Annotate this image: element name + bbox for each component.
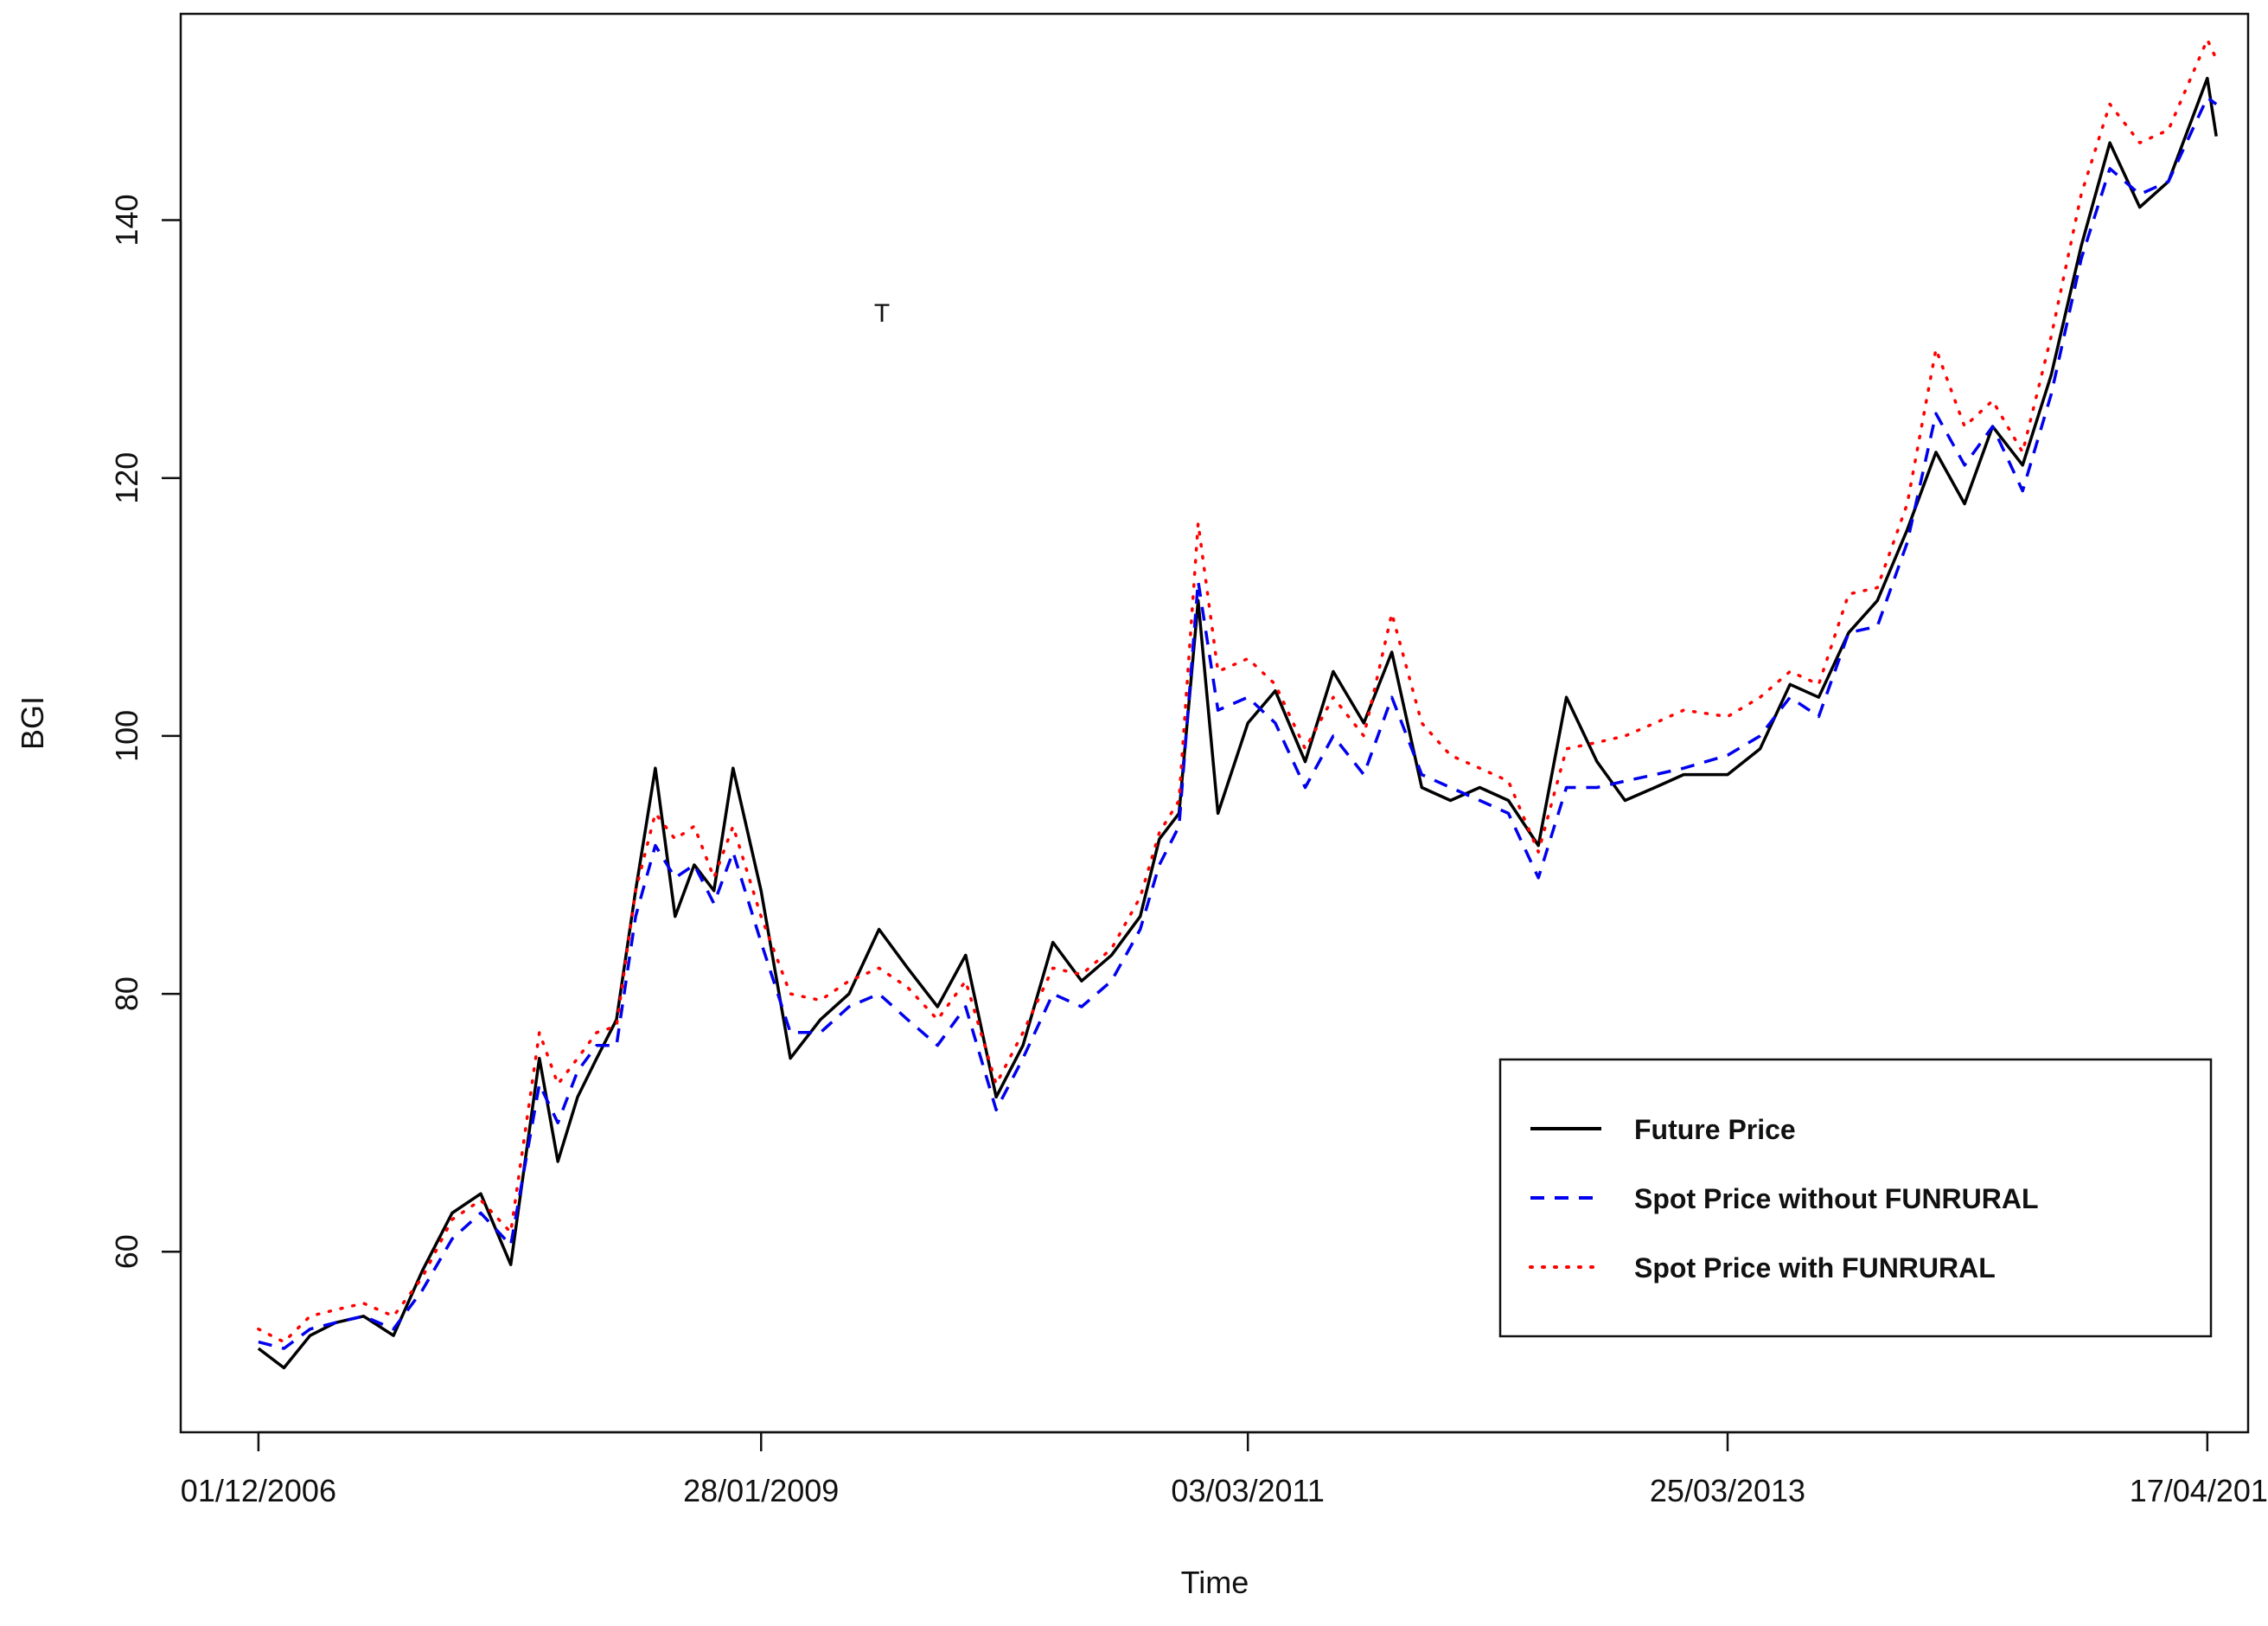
axis-layer: 01/12/2006 28/01/2009 03/03/2011 25/03/2013… <box>109 195 2268 1508</box>
x-tick-label: 17/04/2015 <box>2130 1473 2268 1508</box>
legend: Future Price Spot Price without FUNRURAL… <box>1498 1058 2213 1338</box>
legend-label-future-price: Future Price <box>1634 1114 1796 1145</box>
series-layer <box>257 38 2218 1370</box>
y-tick-label: 80 <box>109 976 144 1011</box>
y-axis-label: BGI <box>15 696 50 750</box>
x-tick-label: 28/01/2009 <box>683 1473 839 1508</box>
y-tick-label: 120 <box>109 452 144 504</box>
legend-box <box>1498 1058 2213 1338</box>
x-tick-label: 01/12/2006 <box>181 1473 336 1508</box>
series-line-spot-price-with-funrural <box>257 38 2218 1344</box>
y-tick-label: 140 <box>109 195 144 246</box>
x-tick-label: 25/03/2013 <box>1650 1473 1805 1508</box>
x-tick-label: 03/03/2011 <box>1171 1473 1325 1508</box>
x-axis-label: Time <box>1181 1565 1249 1600</box>
plot-annotation: T <box>874 299 890 328</box>
legend-label-spot-price-with-funrural: Spot Price with FUNRURAL <box>1634 1252 1996 1284</box>
legend-label-spot-price-without-funrural: Spot Price without FUNRURAL <box>1634 1183 2039 1214</box>
y-tick-label: 60 <box>109 1234 144 1269</box>
y-tick-label: 100 <box>109 710 144 762</box>
